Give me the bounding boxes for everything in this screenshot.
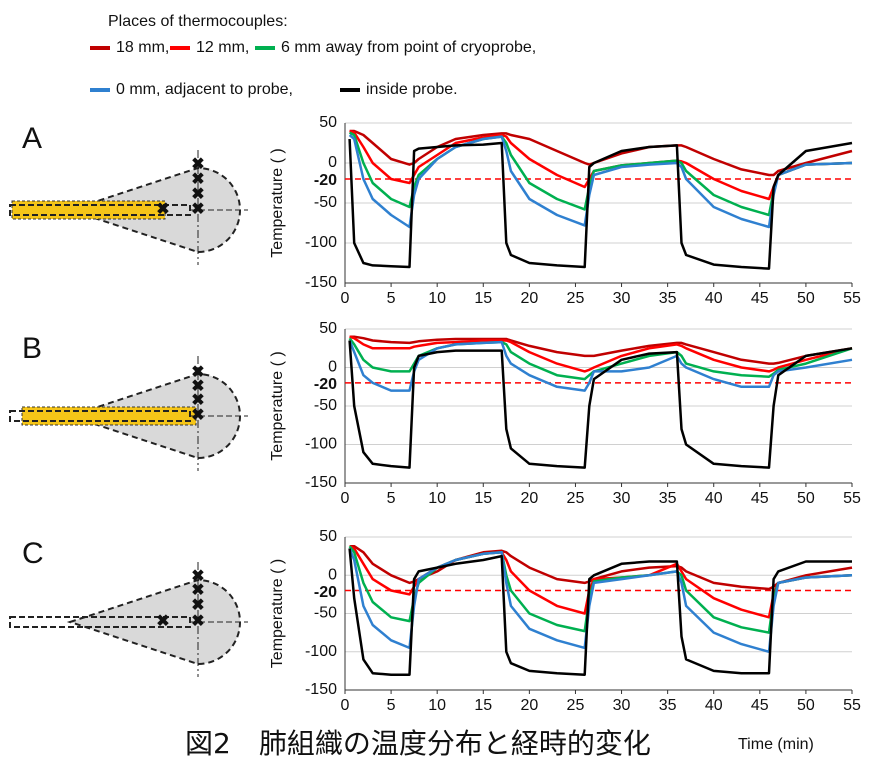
series-line <box>350 549 852 652</box>
x-tick-label: 35 <box>659 290 677 307</box>
series-line <box>350 549 852 675</box>
x-tick-label: 20 <box>520 490 538 507</box>
x-axis-label: Time (min) <box>738 736 814 753</box>
cryo-zone <box>70 580 240 664</box>
probe-tip-mark: ✖ <box>156 613 169 630</box>
thermocouple-mark: ✖ <box>191 407 204 424</box>
y-tick-label: 50 <box>319 320 337 337</box>
legend-label: inside probe. <box>366 81 458 98</box>
legend-title: Places of thermocouples: <box>108 13 288 30</box>
x-tick-label: 0 <box>341 697 350 714</box>
thermocouple-mark: ✖ <box>191 597 204 614</box>
y-tick-label: 0 <box>328 359 337 376</box>
x-tick-label: 45 <box>751 290 769 307</box>
ice-ball <box>22 407 196 425</box>
y-axis-label: Temperature ( ) <box>269 351 286 460</box>
x-tick-label: 15 <box>474 290 492 307</box>
reference-label: -20 <box>314 172 337 189</box>
x-tick-label: 5 <box>387 290 396 307</box>
x-tick-label: 50 <box>797 697 815 714</box>
x-tick-label: 50 <box>797 290 815 307</box>
legend-label: 18 mm, <box>116 39 169 56</box>
thermocouple-mark: ✖ <box>191 201 204 218</box>
y-tick-label: -100 <box>305 643 337 660</box>
y-tick-label: 50 <box>319 528 337 545</box>
ice-ball <box>12 201 165 219</box>
x-tick-label: 10 <box>428 490 446 507</box>
y-tick-label: -150 <box>305 474 337 491</box>
y-tick-label: 0 <box>328 566 337 583</box>
x-tick-label: 5 <box>387 697 396 714</box>
legend-label: 12 mm, <box>196 39 249 56</box>
x-tick-label: 10 <box>428 290 446 307</box>
y-tick-label: -150 <box>305 274 337 291</box>
series-line <box>350 337 852 364</box>
x-tick-label: 55 <box>843 490 861 507</box>
x-tick-label: 15 <box>474 697 492 714</box>
x-tick-label: 30 <box>613 290 631 307</box>
thermocouple-mark: ✖ <box>191 613 204 630</box>
y-axis-label: Temperature ( ) <box>269 148 286 257</box>
x-tick-label: 10 <box>428 697 446 714</box>
caption: 図2 肺組織の温度分布と経時的変化 <box>185 727 651 759</box>
y-tick-label: 50 <box>319 114 337 131</box>
series-line <box>350 139 852 269</box>
x-tick-label: 0 <box>341 490 350 507</box>
y-tick-label: 0 <box>328 154 337 171</box>
x-tick-label: 40 <box>705 697 723 714</box>
x-tick-label: 25 <box>567 290 585 307</box>
x-tick-label: 55 <box>843 290 861 307</box>
x-tick-label: 55 <box>843 697 861 714</box>
x-tick-label: 50 <box>797 490 815 507</box>
x-tick-label: 30 <box>613 490 631 507</box>
x-tick-label: 45 <box>751 490 769 507</box>
series-line <box>350 131 852 199</box>
y-axis-label: Temperature ( ) <box>269 559 286 668</box>
y-tick-label: -50 <box>314 194 337 211</box>
legend-label: 6 mm away from point of cryoprobe, <box>281 39 536 56</box>
reference-label: -20 <box>314 584 337 601</box>
panel-label: B <box>22 332 42 365</box>
y-tick-label: -150 <box>305 681 337 698</box>
y-tick-label: -50 <box>314 605 337 622</box>
x-tick-label: 25 <box>567 490 585 507</box>
x-tick-label: 15 <box>474 490 492 507</box>
x-tick-label: 45 <box>751 697 769 714</box>
x-tick-label: 40 <box>705 490 723 507</box>
reference-label: -20 <box>314 376 337 393</box>
probe-tip-mark: ✖ <box>156 201 169 218</box>
y-tick-label: -50 <box>314 397 337 414</box>
x-tick-label: 20 <box>520 697 538 714</box>
x-tick-label: 20 <box>520 290 538 307</box>
x-tick-label: 25 <box>567 697 585 714</box>
series-line <box>350 341 852 468</box>
x-tick-label: 40 <box>705 290 723 307</box>
y-tick-label: -100 <box>305 436 337 453</box>
x-tick-label: 30 <box>613 697 631 714</box>
legend-label: 0 mm, adjacent to probe, <box>116 81 293 98</box>
figure: Places of thermocouples: A B C 図2 肺組織の温度… <box>0 0 872 759</box>
x-tick-label: 35 <box>659 490 677 507</box>
panel-label: C <box>22 537 44 570</box>
x-tick-label: 0 <box>341 290 350 307</box>
panel-label: A <box>22 122 42 155</box>
y-tick-label: -100 <box>305 234 337 251</box>
x-tick-label: 35 <box>659 697 677 714</box>
x-tick-label: 5 <box>387 490 396 507</box>
